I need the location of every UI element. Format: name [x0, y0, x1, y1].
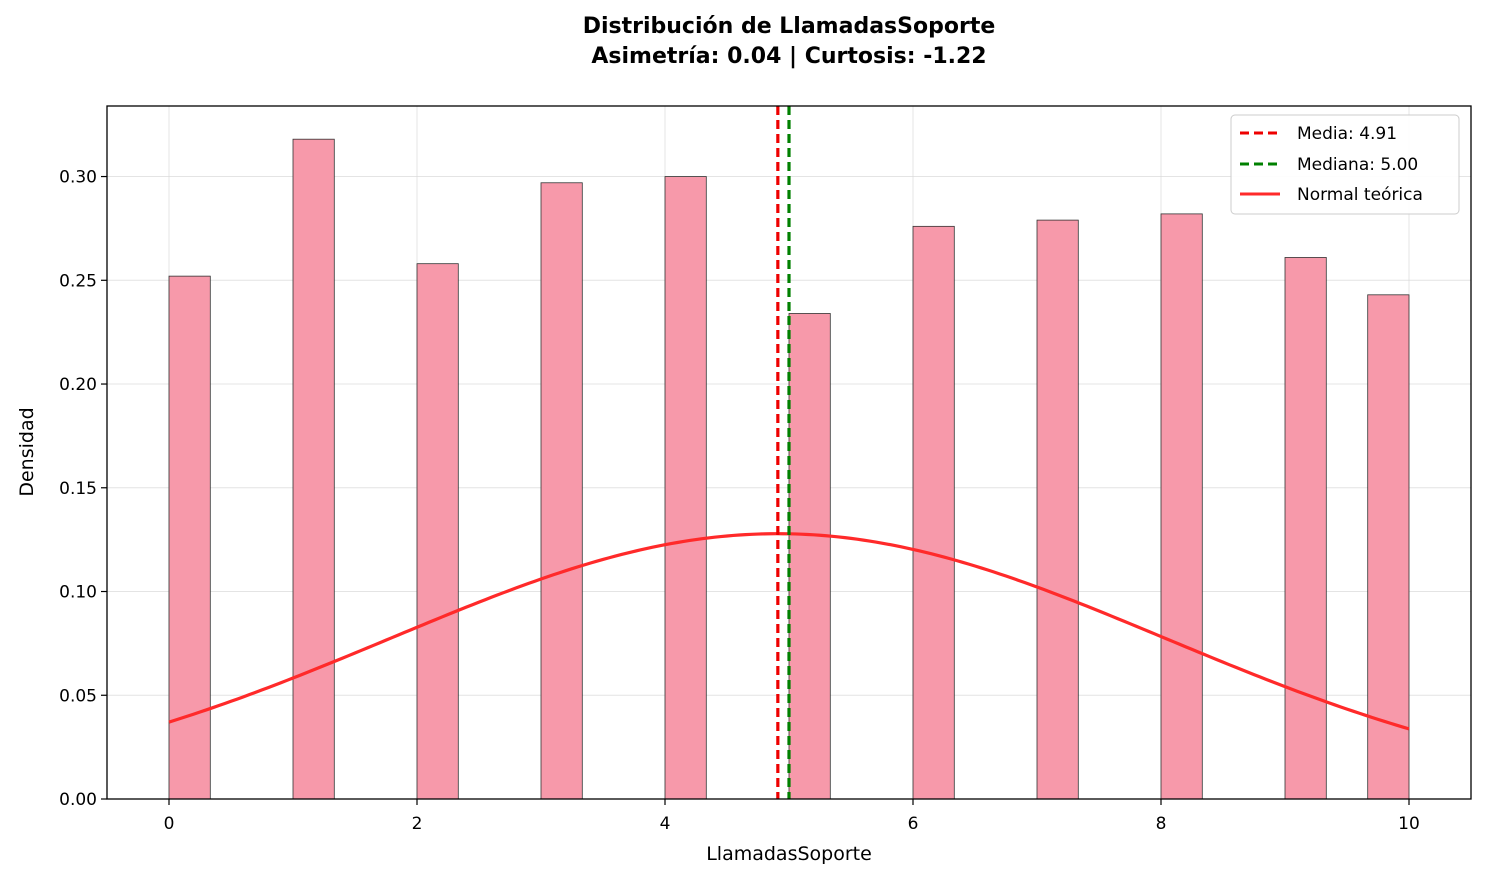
histogram-bar [540, 182, 583, 800]
x-tick-label: 0 [164, 814, 175, 834]
y-tick-label: 0.15 [59, 479, 97, 499]
x-tick-label: 6 [908, 814, 919, 834]
histogram-bar [1036, 219, 1079, 800]
histogram-bar [292, 138, 335, 800]
axis-ticks: 0.00 0.05 0.10 0.15 0.20 0.25 0.30 0 2 4 6 8 10 [59, 168, 1420, 834]
legend-label-mean: Media: 4.91 [1297, 124, 1397, 144]
y-tick-label: 0.00 [59, 790, 97, 810]
chart-title: Distribución de LlamadasSoporte [583, 14, 996, 39]
legend-label-median: Mediana: 5.00 [1297, 155, 1418, 175]
y-tick-label: 0.25 [59, 271, 97, 291]
histogram-bar [1367, 294, 1410, 800]
histogram-bar [788, 313, 831, 800]
histogram-bar [416, 263, 459, 800]
x-tick-label: 2 [412, 814, 423, 834]
x-axis-label: LlamadasSoporte [706, 843, 872, 865]
reference-lines [168, 106, 1410, 799]
histogram-bar [1160, 213, 1203, 800]
x-tick-label: 4 [660, 814, 671, 834]
y-axis-label: Densidad [16, 407, 38, 496]
y-tick-label: 0.10 [59, 583, 97, 603]
y-tick-label: 0.30 [59, 168, 97, 188]
plot-frame [106, 105, 1472, 800]
histogram-bar [1284, 257, 1327, 800]
histogram-bars [168, 138, 1410, 800]
chart-subtitle: Asimetría: 0.04 | Curtosis: -1.22 [591, 44, 986, 69]
legend: Media: 4.91 Mediana: 5.00 Normal teórica [1230, 114, 1460, 215]
y-tick-label: 0.05 [59, 686, 97, 706]
x-tick-label: 8 [1156, 814, 1167, 834]
legend-box [1230, 114, 1460, 215]
x-tick-label: 10 [1398, 814, 1420, 834]
histogram-bar [912, 225, 955, 800]
y-tick-label: 0.20 [59, 375, 97, 395]
histogram-bar [664, 176, 707, 800]
legend-label-normal: Normal teórica [1297, 185, 1423, 205]
